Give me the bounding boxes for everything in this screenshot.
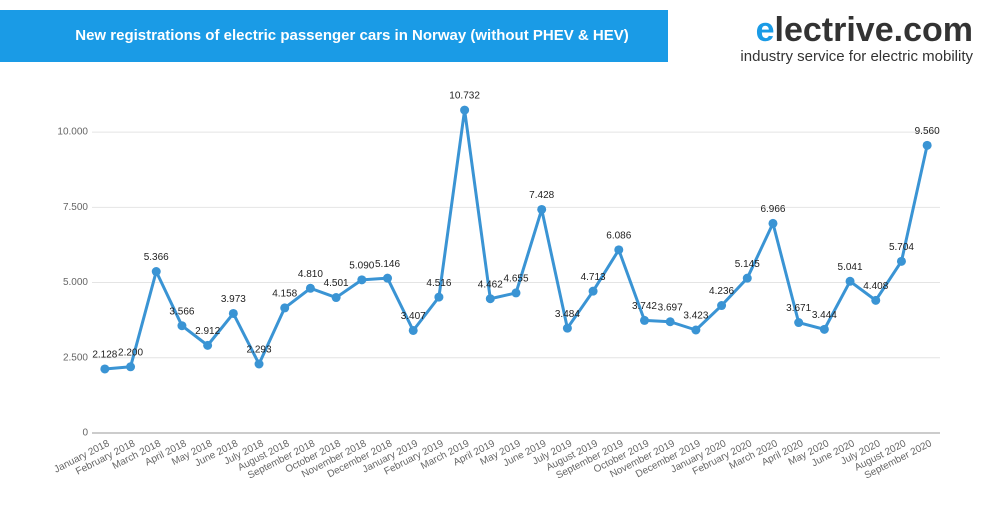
data-label: 4.462	[478, 279, 503, 290]
data-label: 4.713	[581, 272, 606, 283]
data-point	[562, 323, 572, 333]
data-point	[305, 283, 315, 293]
data-point	[254, 359, 264, 369]
data-label: 3.484	[555, 309, 580, 320]
data-label: 3.444	[812, 310, 837, 321]
logo-text: lectrive.com	[775, 11, 973, 49]
data-label: 4.158	[272, 289, 297, 300]
data-label: 5.146	[375, 259, 400, 270]
logo: electrive.com	[756, 11, 973, 49]
y-tick-label: 2.500	[63, 352, 88, 363]
y-tick-label: 0	[82, 428, 88, 439]
data-label: 6.966	[760, 204, 785, 215]
data-label: 2.200	[118, 347, 143, 358]
data-label: 10.732	[449, 91, 480, 102]
data-point	[614, 245, 624, 255]
data-point	[794, 318, 804, 328]
data-label: 5.145	[735, 259, 760, 270]
data-label: 9.560	[915, 126, 940, 137]
data-point	[203, 340, 213, 350]
data-label: 5.366	[144, 252, 169, 263]
data-point	[434, 292, 444, 302]
data-point	[691, 325, 701, 335]
data-point	[588, 286, 598, 296]
logo-mark: e	[756, 11, 775, 49]
data-label: 4.655	[503, 274, 528, 285]
data-label: 2.128	[92, 350, 117, 361]
chart-title: New registrations of electric passenger …	[75, 27, 628, 44]
data-point	[357, 275, 367, 285]
data-label: 6.086	[606, 231, 631, 242]
data-label: 3.566	[169, 306, 194, 317]
data-point	[177, 321, 187, 331]
data-label: 5.041	[838, 262, 863, 273]
data-point	[383, 273, 393, 283]
data-point	[871, 295, 881, 305]
data-label: 3.697	[658, 302, 683, 313]
data-point	[896, 256, 906, 266]
data-label: 5.704	[889, 242, 914, 253]
y-tick-label: 7.500	[63, 202, 88, 213]
data-label: 3.742	[632, 301, 657, 312]
data-label: 7.428	[529, 190, 554, 201]
data-label: 5.090	[349, 260, 374, 271]
data-label: 4.516	[426, 278, 451, 289]
data-line	[104, 108, 929, 371]
data-point	[845, 276, 855, 286]
data-point	[151, 267, 161, 277]
data-label: 2.293	[247, 345, 272, 356]
data-point	[717, 301, 727, 311]
data-label: 3.671	[786, 303, 811, 314]
data-point	[639, 315, 649, 325]
data-label: 4.236	[709, 286, 734, 297]
data-point	[485, 294, 495, 304]
data-point	[511, 288, 521, 298]
data-point	[537, 204, 547, 214]
data-label: 3.407	[401, 311, 426, 322]
data-label: 2.912	[195, 326, 220, 337]
data-point	[100, 364, 110, 374]
data-point	[126, 362, 136, 372]
data-label: 4.810	[298, 269, 323, 280]
title-banner	[0, 10, 668, 62]
data-point	[408, 325, 418, 335]
data-point	[922, 140, 932, 150]
y-tick-label: 10.000	[57, 127, 88, 138]
data-point	[331, 293, 341, 303]
data-label: 3.973	[221, 294, 246, 305]
data-point	[742, 273, 752, 283]
data-point	[228, 308, 238, 318]
data-label: 3.423	[683, 311, 708, 322]
data-label: 4.408	[863, 281, 888, 292]
data-point	[460, 105, 470, 115]
logo-tagline: industry service for electric mobility	[740, 48, 973, 65]
data-label: 4.501	[324, 278, 349, 289]
data-point	[665, 317, 675, 327]
data-point	[819, 324, 829, 334]
data-point	[280, 303, 290, 313]
y-tick-label: 5.000	[63, 277, 88, 288]
data-point	[768, 218, 778, 228]
